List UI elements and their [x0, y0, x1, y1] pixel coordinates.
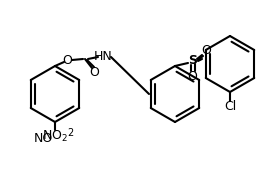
Text: S: S — [189, 54, 198, 68]
Text: $\mathregular{NO_2}$: $\mathregular{NO_2}$ — [42, 128, 68, 144]
Text: O: O — [62, 54, 72, 68]
Text: Cl: Cl — [224, 100, 236, 114]
Text: NO: NO — [34, 132, 53, 145]
Text: O: O — [187, 70, 197, 82]
Text: O: O — [89, 66, 99, 78]
Text: O: O — [201, 45, 211, 58]
Text: 2: 2 — [67, 128, 73, 138]
Text: HN: HN — [94, 50, 112, 64]
